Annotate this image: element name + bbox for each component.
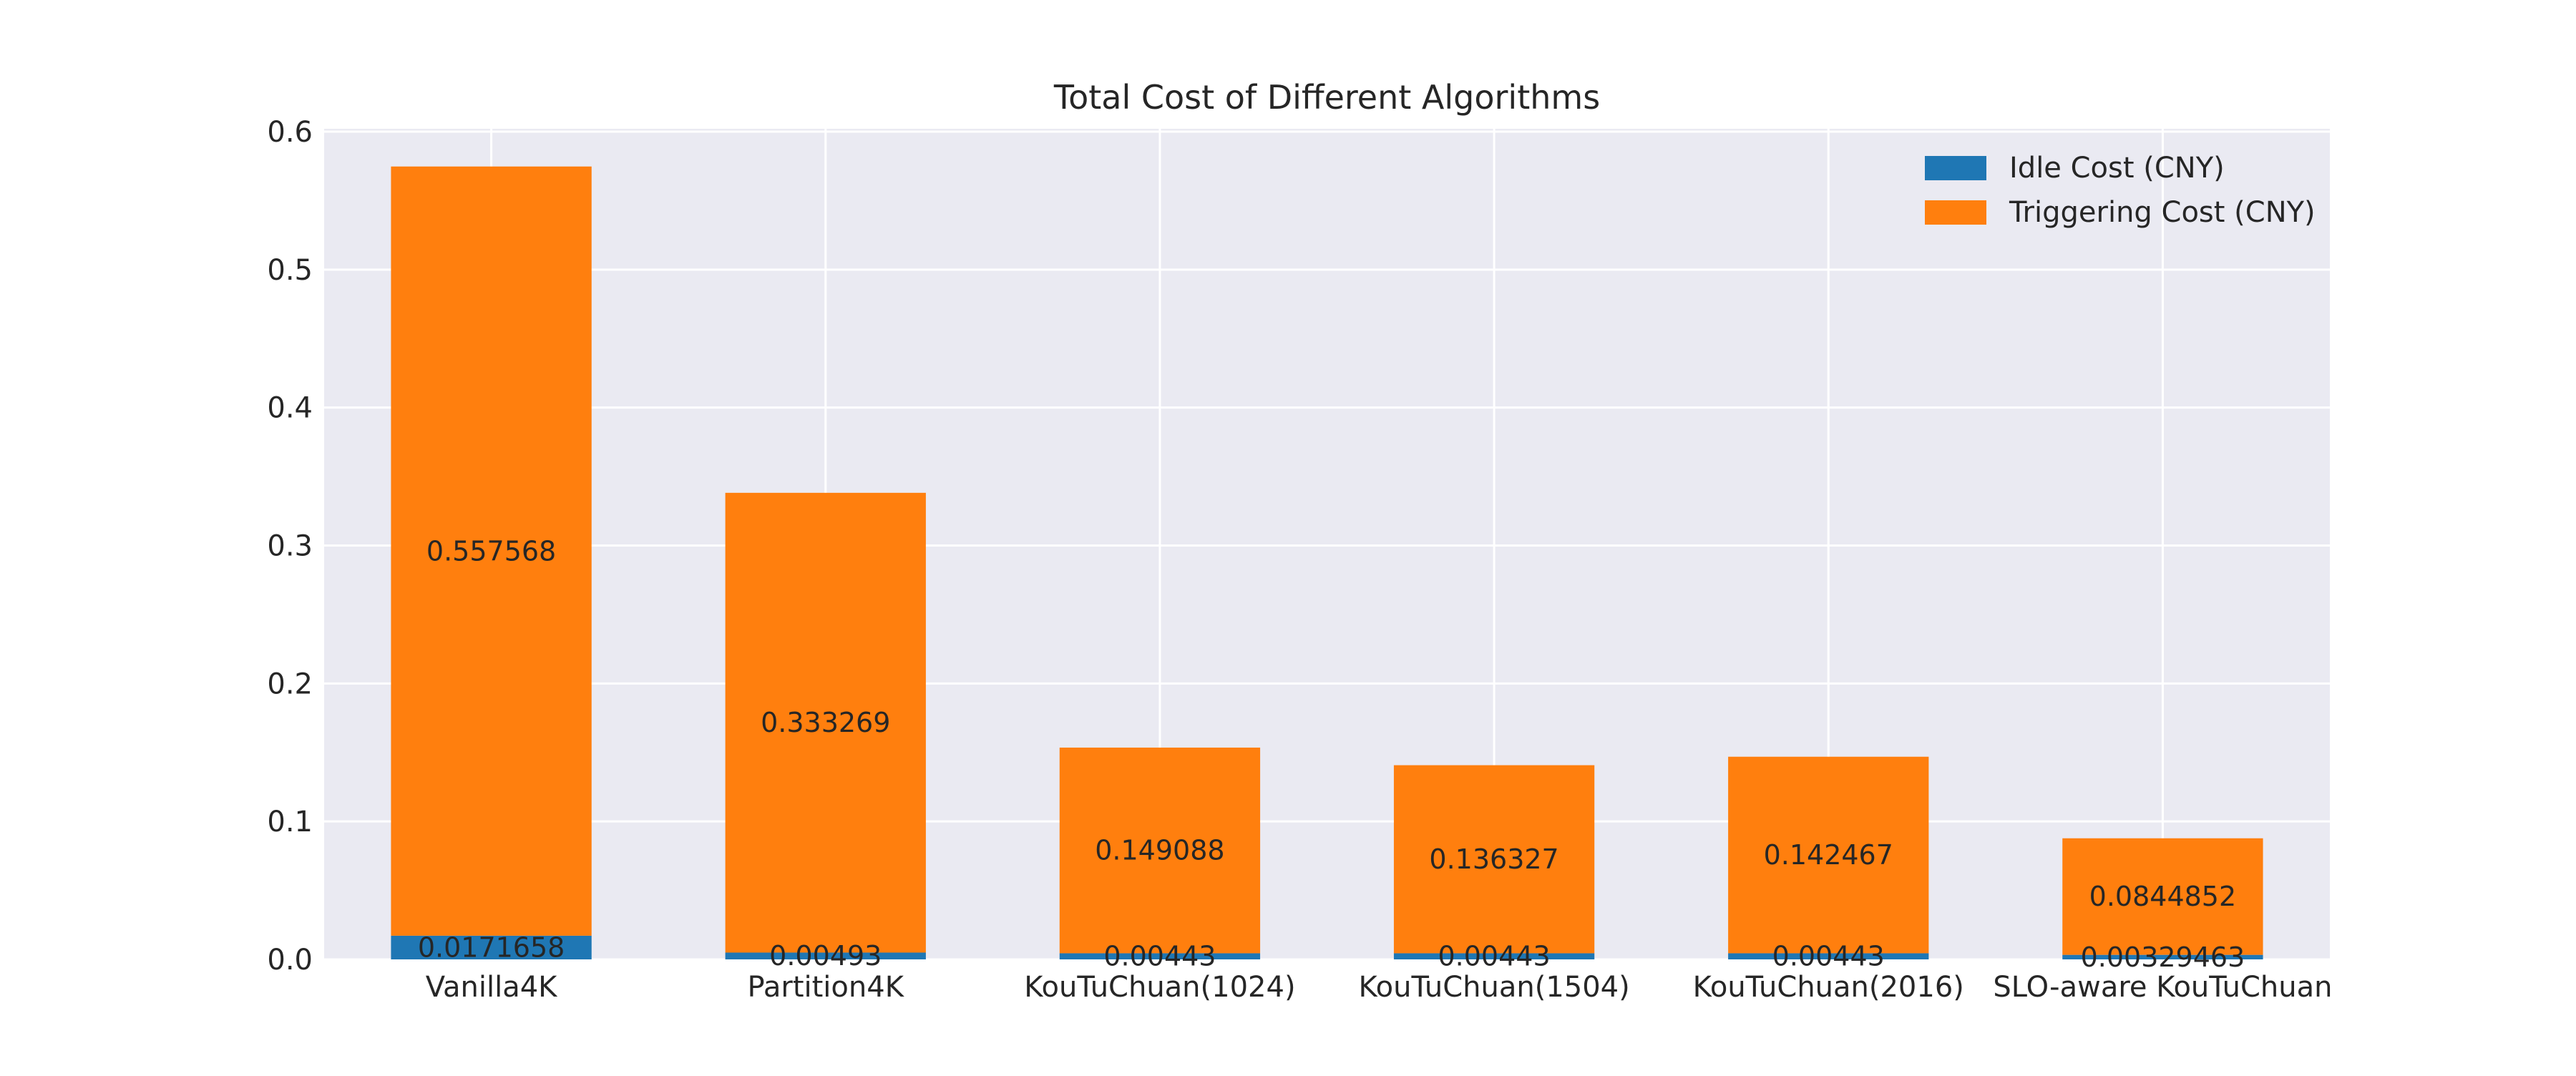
legend-swatch-triggering-cost (1925, 200, 1986, 225)
idle-cost-value-label: 0.00329463 (2081, 942, 2245, 973)
legend-swatch-idle-cost (1925, 156, 1986, 180)
triggering-cost-value-label: 0.136327 (1429, 843, 1558, 875)
triggering-cost-value-label: 0.557568 (426, 535, 556, 567)
y-tick-label: 0.2 (267, 667, 313, 700)
bar-idle-cost (1393, 953, 1595, 959)
idle-cost-value-label: 0.00443 (1103, 941, 1216, 972)
y-tick-label: 0.0 (267, 944, 313, 977)
triggering-cost-value-label: 0.333269 (761, 707, 890, 738)
y-tick-label: 0.4 (267, 392, 313, 425)
bar-triggering-cost (1393, 765, 1595, 954)
x-tick-label: SLO-aware KouTuChuan (1993, 971, 2332, 1004)
bar-idle-cost (725, 952, 926, 959)
x-tick-label: KouTuChuan(2016) (1693, 971, 1964, 1004)
idle-cost-value-label: 0.00493 (769, 940, 882, 972)
chart-title: Total Cost of Different Algorithms (1053, 78, 1600, 117)
bar-triggering-cost (1059, 747, 1261, 954)
bar-idle-cost (391, 935, 592, 959)
legend-label-idle-cost: Idle Cost (CNY) (2009, 152, 2225, 185)
y-tick-label: 0.1 (267, 806, 313, 838)
bar-triggering-cost (1728, 756, 1929, 954)
legend-label-triggering-cost: Triggering Cost (CNY) (2009, 196, 2316, 229)
x-tick-label: KouTuChuan(1504) (1358, 971, 1629, 1004)
idle-cost-value-label: 0.0171658 (418, 931, 565, 963)
bar-value-labels: 0.0171658 0.557568 0.00493 0.333269 0.00443 0… (418, 535, 2245, 973)
bars (391, 166, 2263, 959)
triggering-cost-value-label: 0.142467 (1764, 839, 1893, 871)
y-tick-label: 0.6 (267, 116, 313, 149)
y-tick-label: 0.5 (267, 254, 313, 287)
x-tick-label: Vanilla4K (426, 971, 558, 1004)
idle-cost-value-label: 0.00443 (1438, 941, 1551, 972)
x-tick-label: KouTuChuan(1024) (1024, 971, 1295, 1004)
bar-triggering-cost (725, 492, 926, 953)
x-tick-label: Partition4K (748, 971, 905, 1004)
legend: Idle Cost (CNY) Triggering Cost (CNY) (1925, 152, 2316, 229)
bar-idle-cost (1059, 953, 1261, 959)
bar-triggering-cost (391, 166, 592, 936)
bar-idle-cost (1728, 953, 1929, 959)
idle-cost-value-label: 0.00443 (1772, 941, 1885, 972)
grid (324, 129, 2330, 961)
axes: 0.0 0.1 0.2 0.3 0.4 0.5 0.6 Vanilla4K Partition4… (267, 116, 2332, 1004)
y-tick-label: 0.3 (267, 530, 313, 563)
triggering-cost-value-label: 0.149088 (1095, 835, 1224, 866)
bar-idle-cost (2062, 954, 2263, 959)
plot-area (324, 129, 2330, 959)
bar-triggering-cost (2062, 838, 2263, 955)
triggering-cost-value-label: 0.0844852 (2089, 881, 2237, 912)
